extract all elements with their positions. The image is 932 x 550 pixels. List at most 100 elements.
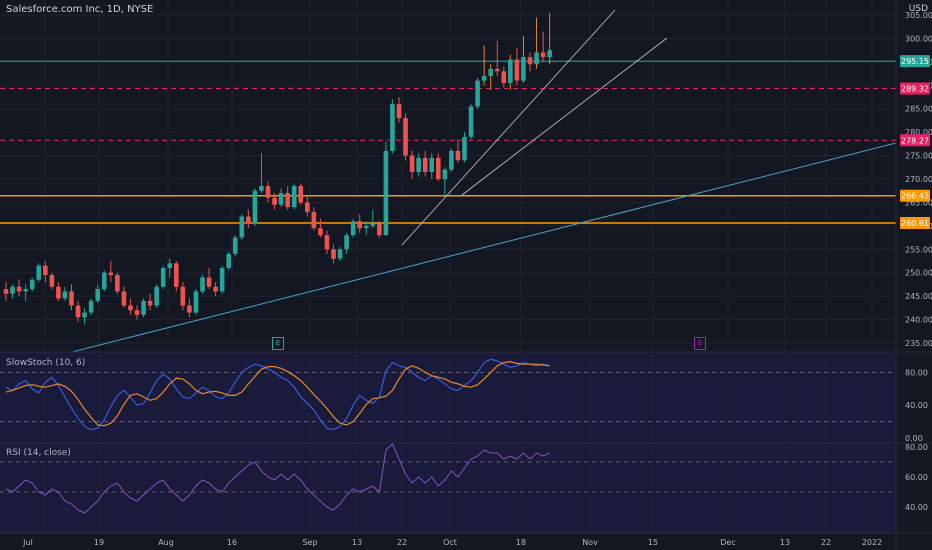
- rsi-tick-label: 60.00: [905, 473, 928, 482]
- candle-body: [318, 228, 323, 236]
- candle-body: [377, 223, 382, 236]
- stoch-d-line: [5, 361, 550, 427]
- time-tick-label: 13: [780, 538, 790, 547]
- candle-body: [259, 186, 264, 191]
- stoch-tick-label: 0.00: [905, 434, 923, 443]
- upper-trendline: [461, 37, 668, 196]
- time-tick-label: Jul: [22, 538, 33, 547]
- candle-body: [494, 68, 500, 72]
- candle-body: [75, 305, 81, 318]
- candle-body: [252, 190, 258, 224]
- candle-body: [403, 118, 408, 156]
- slowstoch-label[interactable]: SlowStoch (10, 6): [6, 358, 86, 368]
- candle-body: [370, 223, 376, 226]
- candle-body: [147, 300, 153, 306]
- candle-body: [108, 272, 114, 276]
- time-tick-label: 22: [397, 538, 407, 547]
- candle-body: [23, 289, 28, 292]
- candle-body: [331, 249, 336, 259]
- candle-body: [56, 286, 61, 299]
- candle-body: [232, 237, 238, 254]
- candle-body: [422, 157, 428, 172]
- candle-body: [481, 75, 487, 81]
- rsi-line: [5, 443, 550, 514]
- candle-body: [547, 50, 552, 58]
- time-tick-label: Oct: [443, 538, 457, 547]
- candle-body: [298, 186, 304, 203]
- time-tick-label: 15: [648, 538, 658, 547]
- candle-body: [134, 310, 140, 315]
- price-tick-label: 255.00: [905, 245, 932, 254]
- candle-body: [239, 216, 245, 238]
- price-level-tag-label: 266.43: [901, 192, 929, 201]
- candle-body: [462, 136, 467, 161]
- candles: [3, 12, 552, 325]
- price-level-tag-label: 295.15: [901, 57, 929, 66]
- candle-body: [101, 272, 107, 290]
- candle-body: [200, 277, 205, 292]
- candle-body: [246, 216, 251, 224]
- time-tick-label: 18: [516, 538, 526, 547]
- price-level-tag-label: 289.32: [901, 84, 929, 93]
- candle-body: [488, 68, 493, 76]
- stoch-pane-bg: [0, 352, 896, 443]
- grid-lines: [0, 0, 896, 533]
- price-tick-label: 285.00: [905, 105, 932, 114]
- earnings-marker-upcoming[interactable]: E: [694, 337, 706, 350]
- candle-body: [36, 265, 42, 280]
- time-tick-label: Nov: [582, 538, 598, 547]
- candle-body: [311, 211, 317, 229]
- price-tick-label: 245.00: [905, 292, 932, 301]
- candle-body: [193, 291, 199, 313]
- stoch-tick-label: 80.00: [905, 368, 928, 377]
- candle-body: [305, 202, 310, 212]
- symbol-title[interactable]: Salesforce.com Inc, 1D, NYSE: [6, 4, 154, 15]
- candle-body: [324, 235, 330, 250]
- trend-lines: [71, 9, 897, 353]
- price-level-tag-label: 278.27: [901, 136, 929, 145]
- candle-body: [429, 157, 435, 172]
- candle-body: [95, 289, 100, 301]
- candle-body: [121, 291, 127, 306]
- candle-body: [291, 186, 297, 208]
- rsi-tick-label: 40.00: [905, 503, 928, 512]
- price-tick-label: 235.00: [905, 339, 932, 348]
- candle-body: [154, 286, 159, 306]
- rsi-pane-bg: [0, 443, 896, 533]
- candle-body: [141, 300, 146, 315]
- candle-body: [88, 300, 94, 313]
- rsi-label[interactable]: RSI (14, close): [6, 448, 71, 458]
- candle-body: [62, 291, 68, 299]
- time-tick-label: 2022: [862, 538, 882, 547]
- price-level-tag-label: 260.61: [901, 219, 929, 228]
- candle-body: [69, 291, 74, 306]
- price-tick-label: 250.00: [905, 269, 932, 278]
- earnings-marker-past[interactable]: E: [272, 337, 284, 350]
- time-axis[interactable]: Jul 19 Aug 16 Sep 13 22 Oct 18 Nov 15 Dec 13 22 2022: [22, 538, 882, 547]
- candle-body: [442, 169, 448, 179]
- price-tick-label: 240.00: [905, 316, 932, 325]
- candle-body: [416, 157, 421, 172]
- price-level-tag: [900, 134, 930, 147]
- candle-body: [527, 57, 533, 65]
- candle-body: [449, 150, 454, 170]
- price-level-tag: [900, 216, 930, 229]
- candle-body: [337, 249, 343, 259]
- candle-body: [226, 253, 231, 269]
- stoch-k-line: [5, 358, 550, 431]
- candle-body: [396, 104, 402, 119]
- currency-label[interactable]: USD: [908, 4, 928, 14]
- candle-body: [213, 286, 218, 292]
- candle-body: [534, 52, 539, 65]
- candle-body: [10, 286, 15, 294]
- time-tick-label: Dec: [720, 538, 735, 547]
- candle-body: [390, 104, 395, 151]
- candle-body: [468, 106, 474, 137]
- candle-body: [501, 71, 507, 83]
- long-trendline: [71, 142, 897, 353]
- candle-body: [521, 57, 526, 81]
- price-tick-label: 280.00: [905, 128, 932, 137]
- candle-body: [16, 286, 22, 292]
- candle-body: [285, 193, 290, 208]
